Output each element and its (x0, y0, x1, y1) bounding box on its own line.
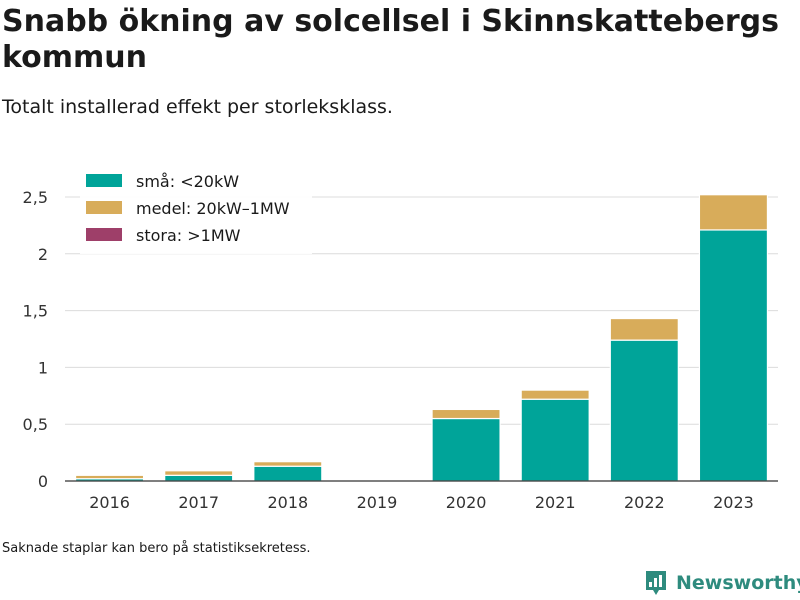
bar-segment (253, 465, 323, 482)
legend-label: medel: 20kW–1MW (136, 199, 290, 218)
x-tick-label: 2018 (267, 493, 308, 512)
bar-segment (431, 408, 501, 420)
axes: 0 0,5 1 1,5 2 2,5 2016 2017 2018 2019 2020 2021 2022… (23, 188, 778, 512)
bars (74, 194, 769, 482)
legend-label: stora: >1MW (136, 226, 241, 245)
bar-segment (431, 417, 501, 482)
legend: små: <20kW medel: 20kW–1MW stora: >1MW (80, 166, 312, 254)
brand-logo[interactable]: Newsworthy (644, 569, 800, 597)
y-tick-label: 2,5 (23, 188, 48, 207)
bar-segment (698, 194, 769, 231)
bar-segment (609, 317, 679, 341)
x-tick-label: 2021 (535, 493, 576, 512)
x-tick-label: 2016 (89, 493, 130, 512)
legend-label: små: <20kW (136, 172, 239, 191)
bar-segment (520, 389, 590, 400)
x-tick-label: 2019 (357, 493, 398, 512)
bar-segment (164, 474, 234, 482)
y-tick-label: 0 (38, 472, 48, 491)
bar-segment (609, 339, 679, 482)
x-tick-label: 2022 (624, 493, 665, 512)
chart-title: Snabb ökning av solcellsel i Skinnskatte… (2, 4, 780, 75)
x-tick-label: 2017 (178, 493, 219, 512)
x-tick-label: 2020 (446, 493, 487, 512)
bar-segment (698, 229, 769, 482)
newsworthy-logo-icon (646, 571, 666, 595)
footnote: Saknade staplar kan bero på statistiksek… (2, 541, 311, 556)
y-tick-label: 0,5 (23, 415, 48, 434)
bar-segment (253, 461, 323, 467)
bar-segment (520, 398, 590, 482)
legend-swatch (86, 201, 122, 214)
legend-swatch (86, 174, 122, 187)
y-tick-label: 1 (38, 358, 48, 377)
bar-segment (74, 474, 145, 480)
y-tick-label: 2 (38, 245, 48, 264)
brand-name: Newsworthy (676, 572, 800, 594)
x-tick-label: 2023 (713, 493, 754, 512)
legend-swatch (86, 228, 122, 241)
y-tick-label: 1,5 (23, 302, 48, 321)
bar-segment (164, 470, 234, 476)
chart-subtitle: Totalt installerad effekt per storlekskl… (2, 96, 393, 118)
